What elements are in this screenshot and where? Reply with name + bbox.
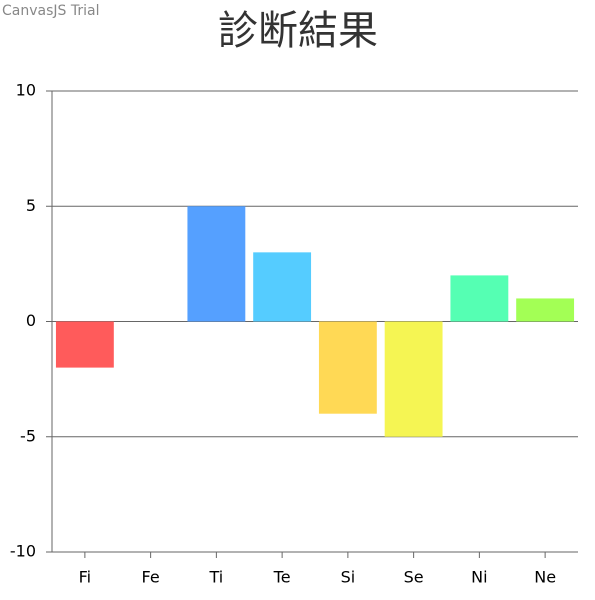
bar — [55, 321, 114, 368]
bar — [516, 298, 575, 322]
y-tick-label: -5 — [20, 426, 36, 445]
x-tick-label: Si — [341, 568, 356, 587]
watermark: CanvasJS Trial — [2, 3, 99, 19]
x-tick-label: Ti — [209, 568, 224, 587]
bar — [187, 206, 246, 322]
x-tick-label: Te — [273, 568, 291, 587]
y-tick-label: 10 — [16, 81, 36, 100]
chart-title: 診断結果 — [218, 8, 378, 54]
x-tick-label: Fe — [142, 568, 160, 587]
y-tick-label: 0 — [26, 311, 36, 330]
x-tick-label: Ni — [471, 568, 487, 587]
bar — [384, 321, 443, 437]
y-tick-label: -10 — [10, 542, 36, 561]
y-tick-label: 5 — [26, 196, 36, 215]
x-tick-label: Ne — [534, 568, 556, 587]
bar — [253, 252, 312, 322]
bar — [450, 275, 509, 322]
bar — [318, 321, 377, 414]
x-tick-label: Fi — [79, 568, 91, 587]
x-tick-label: Se — [404, 568, 424, 587]
